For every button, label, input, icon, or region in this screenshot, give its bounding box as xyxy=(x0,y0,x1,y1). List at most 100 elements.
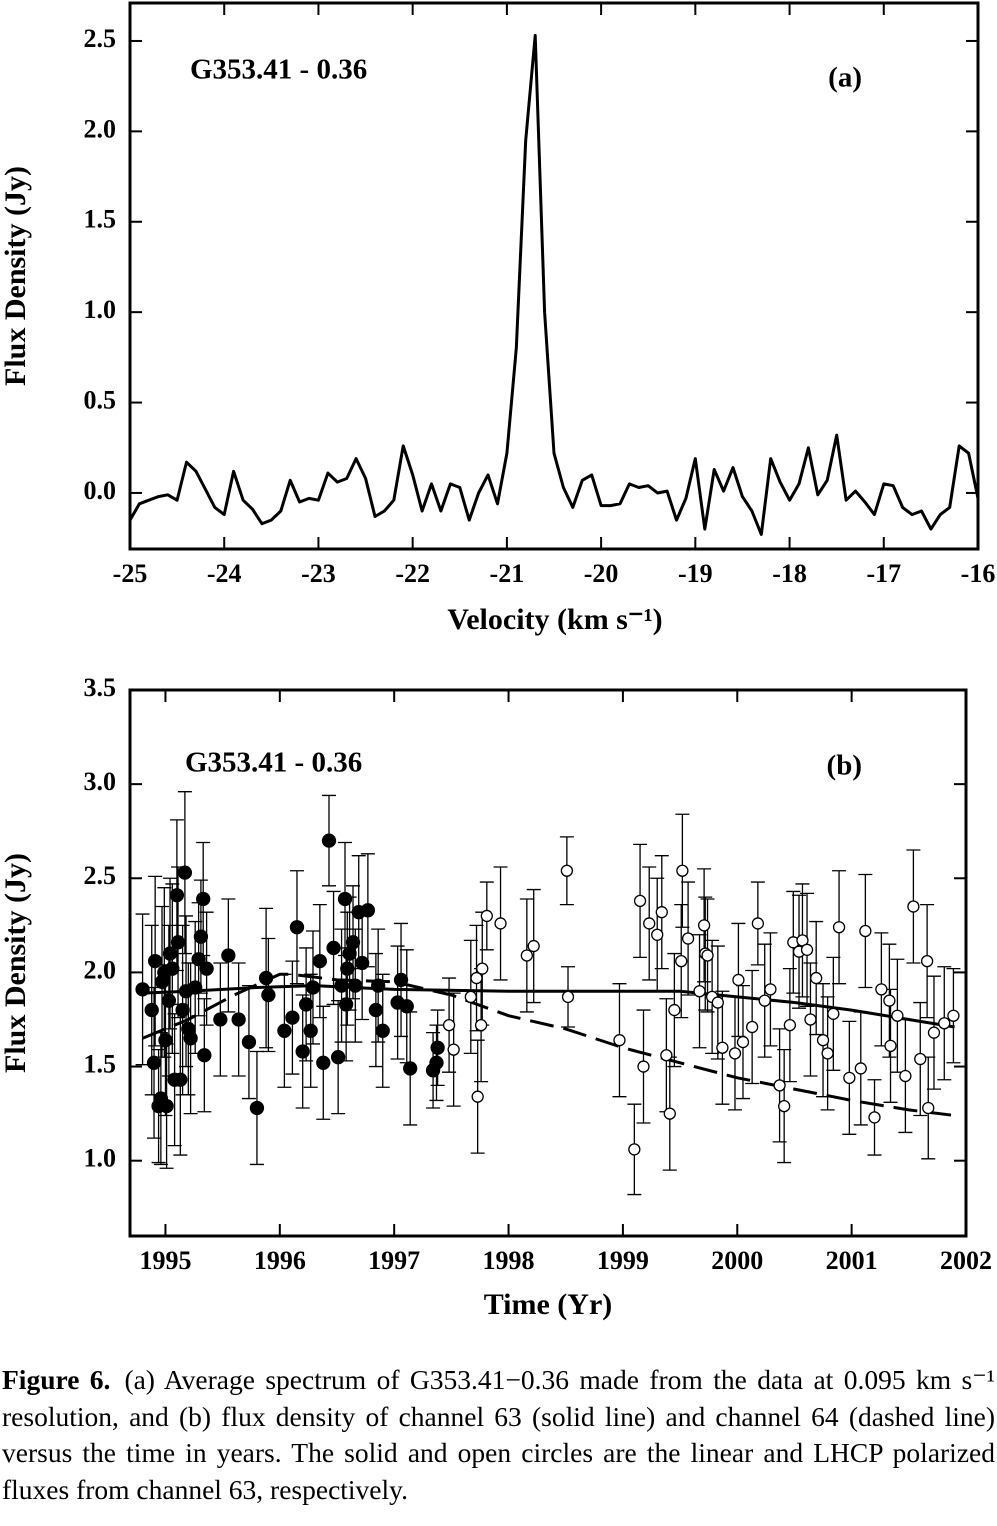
data-point xyxy=(173,1072,188,1087)
data-point xyxy=(316,1055,331,1070)
x-tick-label: -24 xyxy=(207,559,242,588)
data-point xyxy=(285,1010,300,1025)
data-point xyxy=(148,953,163,969)
data-point xyxy=(560,864,574,877)
x-tick-label: -19 xyxy=(678,559,713,588)
data-point xyxy=(832,921,846,934)
data-point xyxy=(337,891,353,907)
y-tick-label: 1.0 xyxy=(84,295,117,324)
data-line xyxy=(128,34,980,536)
data-point xyxy=(827,1007,840,1020)
data-point xyxy=(920,954,934,968)
data-point xyxy=(355,955,370,971)
caption-label: Figure 6. xyxy=(2,1364,111,1395)
data-point xyxy=(675,954,688,968)
annotation: (b) xyxy=(827,750,862,782)
data-point xyxy=(745,1020,759,1034)
data-point xyxy=(312,953,327,969)
data-point xyxy=(643,917,656,930)
data-point xyxy=(520,949,533,962)
data-point xyxy=(907,900,920,913)
data-point xyxy=(711,996,724,1009)
data-point xyxy=(258,970,274,986)
data-point xyxy=(162,946,178,961)
data-point xyxy=(474,1018,488,1032)
data-point xyxy=(883,994,896,1007)
data-point xyxy=(330,1049,346,1065)
data-point xyxy=(875,983,888,996)
data-point xyxy=(199,961,214,976)
data-point xyxy=(403,1061,418,1076)
data-point xyxy=(158,1033,173,1048)
data-point xyxy=(914,1052,927,1066)
data-point xyxy=(360,903,376,918)
data-point xyxy=(660,1049,673,1062)
data-point xyxy=(783,1018,797,1032)
data-point xyxy=(778,1099,791,1113)
data-point xyxy=(326,940,341,956)
data-point xyxy=(697,919,711,932)
data-point xyxy=(859,924,872,938)
figure: -25 -24 -23 -22 -21 -20 -19 -18 -17 -16 0.0 0.5 1.0 1… xyxy=(0,1,996,1321)
data-point xyxy=(135,982,150,997)
data-point xyxy=(922,1101,935,1115)
data-point xyxy=(298,997,314,1012)
data-point xyxy=(732,973,745,987)
data-point xyxy=(345,935,361,950)
x-tick-label: -23 xyxy=(301,559,336,588)
data-point xyxy=(854,1062,867,1075)
data-point xyxy=(899,1069,912,1083)
data-point xyxy=(527,939,540,953)
data-point xyxy=(464,990,477,1004)
data-point xyxy=(261,987,276,1003)
data-point xyxy=(613,1034,626,1047)
data-point xyxy=(231,1012,246,1027)
data-point xyxy=(773,1079,786,1092)
data-point xyxy=(289,920,305,935)
data-point xyxy=(947,1009,960,1022)
plot-frame xyxy=(128,1,980,551)
data-point xyxy=(429,1055,444,1070)
data-point xyxy=(277,1023,292,1038)
data-point xyxy=(804,1013,817,1026)
data-point xyxy=(816,1034,830,1047)
data-point xyxy=(399,999,414,1014)
data-point xyxy=(471,1090,484,1103)
data-point xyxy=(393,972,409,988)
data-point xyxy=(494,917,507,930)
data-point xyxy=(668,1003,681,1017)
y-tick-label: 2.0 xyxy=(84,114,117,143)
y-tick-label: 1.5 xyxy=(84,1050,117,1079)
data-point xyxy=(884,1039,897,1052)
data-point xyxy=(295,1044,310,1059)
data-point xyxy=(821,1047,834,1060)
data-point xyxy=(637,1060,650,1073)
x-tick-label: -16 xyxy=(961,559,996,588)
caption-text: (a) Average spectrum of G353.41−0.36 mad… xyxy=(2,1364,995,1505)
data-point xyxy=(241,1034,257,1050)
data-point xyxy=(159,1098,174,1114)
data-line xyxy=(142,984,955,1029)
data-point xyxy=(303,1023,318,1038)
data-point xyxy=(810,971,823,985)
data-point xyxy=(249,1100,265,1116)
x-tick-label: 1996 xyxy=(254,1246,306,1275)
data-point xyxy=(375,1023,390,1038)
data-point xyxy=(197,1048,212,1063)
data-point xyxy=(651,928,664,941)
y-tick-label: 1.0 xyxy=(84,1144,117,1173)
data-line xyxy=(142,972,955,1117)
x-tick-label: -25 xyxy=(113,559,148,588)
x-tick-label: 1995 xyxy=(139,1246,191,1275)
y-tick-label: 2.0 xyxy=(84,955,117,984)
data-point xyxy=(655,906,668,919)
y-tick-label: 2.5 xyxy=(84,24,117,53)
data-point xyxy=(751,917,765,930)
data-point xyxy=(800,943,814,956)
y-axis-label: Flux Density (Jy) xyxy=(0,166,32,386)
data-point xyxy=(693,985,706,998)
annotation: G353.41 - 0.36 xyxy=(185,747,362,779)
data-point xyxy=(213,1012,228,1027)
data-point xyxy=(348,978,363,993)
data-point xyxy=(146,1055,162,1070)
